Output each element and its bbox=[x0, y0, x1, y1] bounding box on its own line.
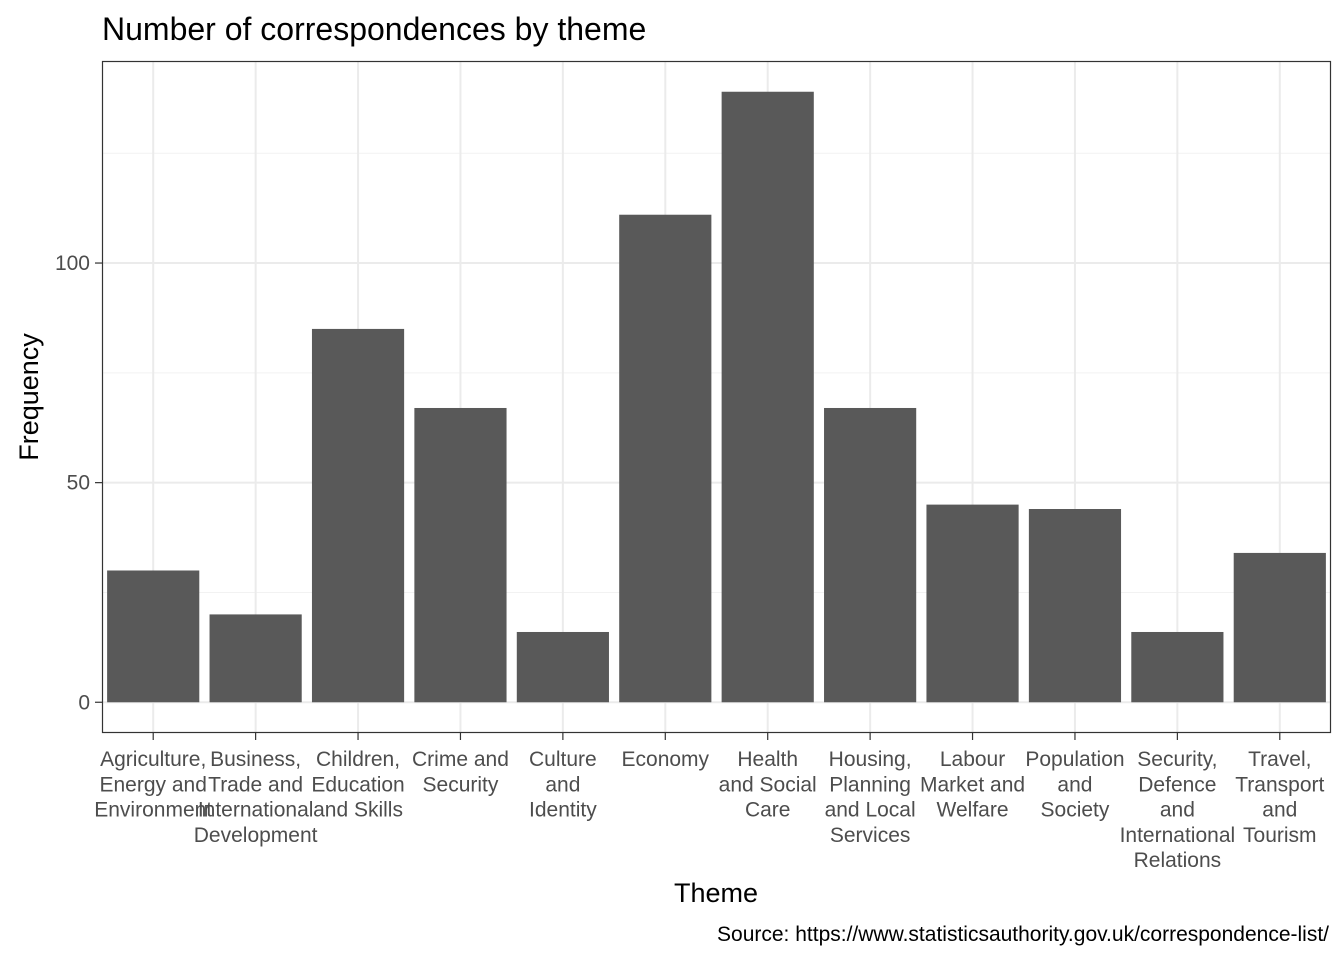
x-tick-label: Health and Social Care bbox=[719, 748, 817, 822]
x-axis: Agriculture, Energy and EnvironmentBusines… bbox=[94, 733, 1324, 872]
x-tick-label: Housing, Planning and Local Services bbox=[825, 748, 916, 847]
x-tick-label: Economy bbox=[622, 748, 710, 771]
plot-panel-background bbox=[102, 61, 1331, 733]
x-tick-label: Children, Education and Skills bbox=[311, 748, 404, 822]
source-caption: Source: https://www.statisticsauthority.… bbox=[717, 923, 1329, 946]
minor-gridlines bbox=[102, 152, 1331, 593]
bar bbox=[414, 407, 507, 703]
y-axis: 0 50 100 bbox=[55, 252, 102, 714]
bar bbox=[721, 91, 814, 703]
x-tick-label: Labour Market and Welfare bbox=[920, 748, 1025, 822]
x-tick-label: Agriculture, Energy and Environment bbox=[94, 748, 212, 822]
x-tick-label: Security, Defence and International Relation… bbox=[1120, 748, 1236, 872]
x-axis-title: Theme bbox=[674, 878, 758, 908]
bar bbox=[311, 328, 405, 703]
plot-panel-border bbox=[101, 60, 1332, 734]
bar bbox=[1028, 509, 1122, 703]
bar bbox=[1233, 552, 1326, 703]
x-tick-label: Culture and Identity bbox=[529, 748, 597, 822]
chart-title: Number of correspondences by theme bbox=[102, 11, 646, 47]
x-tick-label: Crime and Security bbox=[412, 748, 509, 796]
bar bbox=[619, 214, 712, 703]
bars bbox=[107, 91, 1326, 703]
bar bbox=[107, 570, 200, 703]
x-tick-label: Population and Society bbox=[1025, 748, 1124, 822]
y-tick-label: 50 bbox=[67, 472, 90, 495]
bar bbox=[209, 614, 302, 703]
x-tick-label: Travel, Transport and Tourism bbox=[1235, 748, 1324, 847]
y-axis-title: Frequency bbox=[14, 333, 44, 461]
y-tick-label: 100 bbox=[55, 252, 90, 275]
bar bbox=[1131, 631, 1224, 703]
bar bbox=[926, 504, 1019, 703]
bar bbox=[516, 631, 609, 703]
y-tick-label: 0 bbox=[78, 691, 90, 714]
bar bbox=[824, 407, 917, 703]
x-tick-label: Business, Trade and International Developme… bbox=[194, 748, 318, 847]
